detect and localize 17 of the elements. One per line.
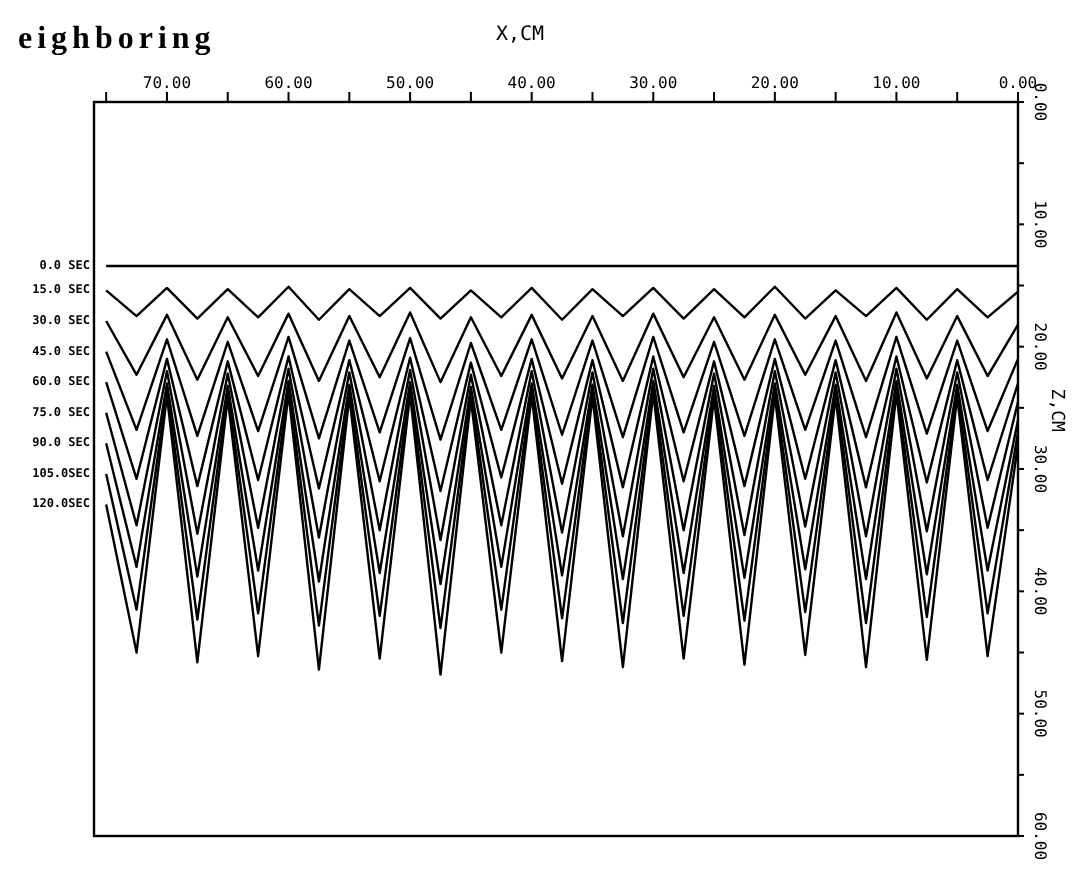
x-tick-label: 30.00 xyxy=(629,74,678,92)
x-tick-label: 0.00 xyxy=(998,74,1038,92)
x-tick-label: 70.00 xyxy=(142,74,192,92)
y-tick-label: 40.00 xyxy=(1031,567,1049,616)
x-tick-label: 40.00 xyxy=(507,74,557,92)
y-tick-label: 10.00 xyxy=(1031,200,1049,249)
y-tick-label: 30.00 xyxy=(1031,444,1049,494)
x-tick-label: 10.00 xyxy=(872,74,921,92)
y-tick-label: 60.00 xyxy=(1031,811,1049,861)
x-tick-label: 60.00 xyxy=(264,74,313,92)
x-tick-label: 20.00 xyxy=(750,74,800,92)
y-tick-label: 50.00 xyxy=(1031,689,1049,739)
y-tick-label: 20.00 xyxy=(1031,322,1049,372)
y-axis-title: Z,CM xyxy=(1046,388,1066,434)
x-tick-label: 50.00 xyxy=(386,74,435,92)
chart-title: eighboring xyxy=(18,22,216,56)
x-axis-title: X,CM xyxy=(496,24,545,46)
